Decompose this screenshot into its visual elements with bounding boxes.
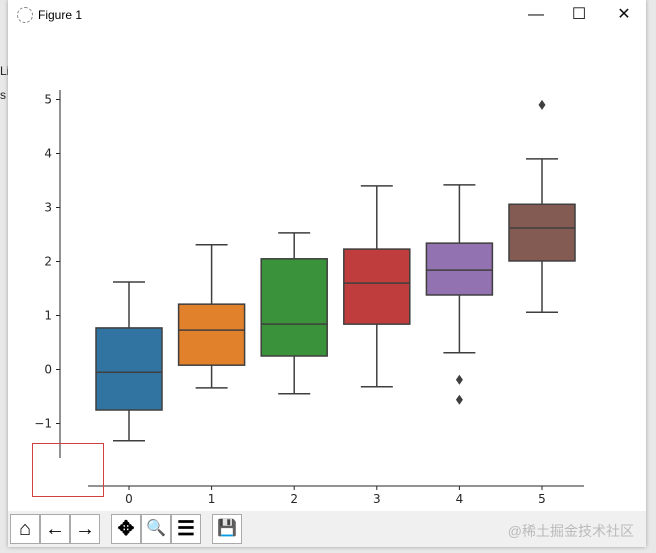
home-button[interactable]: ⌂ [10,514,40,544]
outlier-point [538,99,546,110]
box-4 [425,242,494,296]
back-button[interactable]: ← [40,514,70,544]
y-tick-label: 4 [44,147,52,161]
x-tick-label: 3 [373,492,381,506]
box-2 [260,258,328,357]
sliders-icon: ☰ [177,518,195,540]
floppy-icon: 💾 [217,520,237,537]
boxplot-chart[interactable]: −1 0 1 2 3 4 5 0 1 2 3 4 5 [8,0,646,511]
close-button[interactable]: ✕ [617,6,631,23]
y-tick-label: 0 [44,363,52,377]
window-title: Figure 1 [38,8,83,22]
move-icon: ✥ [117,518,135,540]
x-tick-label: 2 [290,492,298,506]
x-tick-label: 5 [538,492,546,506]
configure-button[interactable]: ☰ [171,514,201,544]
background-text: s [0,88,6,102]
selection-rectangle [32,443,104,497]
box-1 [177,303,246,366]
home-icon: ⌂ [18,518,32,540]
title-bar[interactable]: Figure 1 — ☐ ✕ [8,0,646,31]
outlier-point [455,374,463,385]
y-tick-label: 5 [44,93,52,107]
background-text: Li [0,64,10,78]
box-5 [508,203,576,262]
y-tick-label: −1 [34,417,52,431]
matplotlib-logo-icon [17,7,33,23]
forward-button[interactable]: → [70,514,100,544]
x-tick-label: 0 [125,492,133,506]
outlier-point [455,394,463,405]
x-tick-label: 1 [208,492,216,506]
y-tick-label: 3 [44,201,52,215]
x-tick-label: 4 [456,492,464,506]
navigation-toolbar: ⌂ ← → ✥ 🔍 ☰ 💾 @稀土掘金技术社区 [8,511,646,547]
arrow-left-icon: ← [45,518,65,540]
watermark: @稀土掘金技术社区 [507,523,634,539]
y-tick-label: 2 [44,255,52,269]
box-3 [343,248,411,325]
minimize-button[interactable]: — [528,6,544,23]
save-button[interactable]: 💾 [212,514,242,544]
magnifier-icon: 🔍 [146,520,166,537]
y-tick-label: 1 [44,309,52,323]
figure-window: Figure 1 — ☐ ✕ −1 0 1 2 3 4 5 0 1 2 3 4 5 ⌂ ← → ✥ 🔍 … [8,0,646,547]
zoom-button[interactable]: 🔍 [141,514,171,544]
box-0 [95,327,163,411]
maximize-button[interactable]: ☐ [571,6,587,23]
arrow-right-icon: → [75,518,95,540]
pan-button[interactable]: ✥ [111,514,141,544]
